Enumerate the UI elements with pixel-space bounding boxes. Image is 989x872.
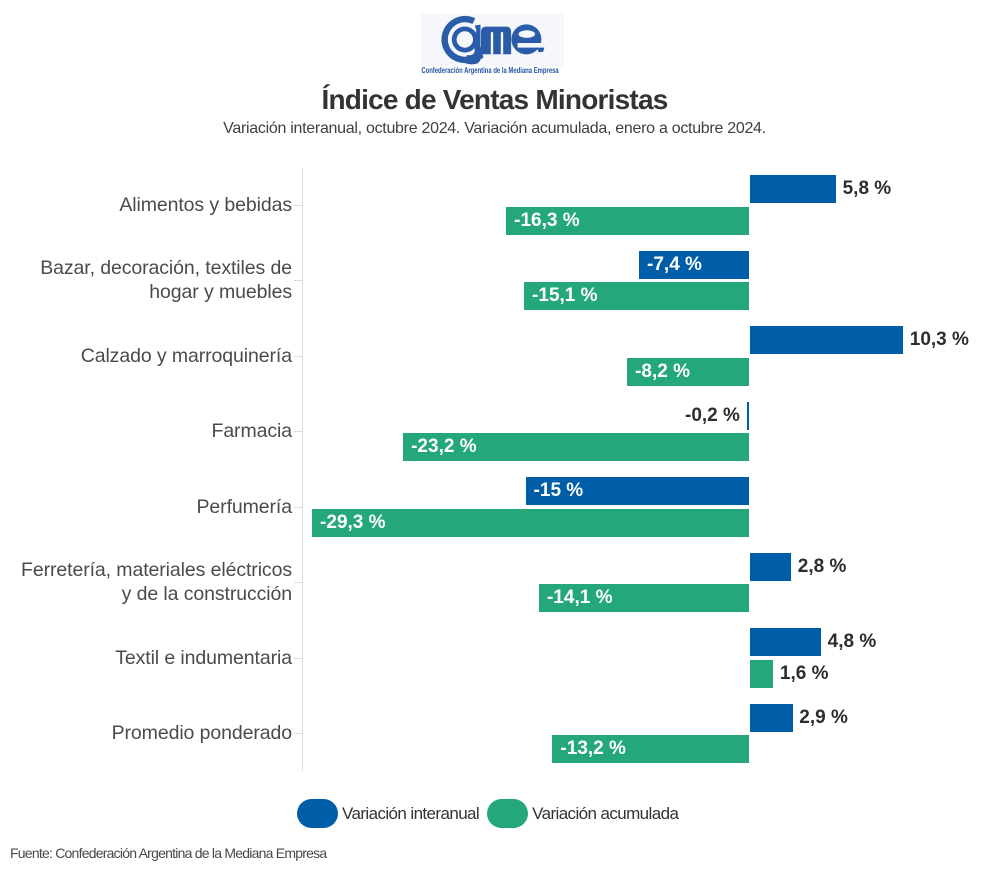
legend-swatch	[487, 799, 529, 828]
category-label: Perfumería	[196, 495, 293, 518]
bar-interanual	[639, 250, 750, 279]
y-axis-line	[301, 168, 303, 771]
chart-title: Índice de Ventas Minoristas	[321, 84, 668, 115]
value-label: -0,2 %	[685, 404, 740, 426]
value-label: -15,1 %	[532, 285, 598, 306]
bar-acumulada	[524, 282, 750, 310]
legend-label: Variación interanual	[342, 803, 480, 823]
value-label: -14,1 %	[546, 587, 613, 608]
bar-interanual	[749, 628, 822, 656]
bar-acumulada	[749, 659, 774, 688]
bar-acumulada	[552, 735, 750, 763]
value-label: -23,2 %	[411, 436, 477, 457]
value-label: 2,8 %	[797, 555, 847, 577]
bar-interanual	[749, 703, 793, 732]
axis-tick	[293, 204, 302, 206]
category-label: Promedio ponderado	[111, 722, 292, 744]
value-label: -13,2 %	[560, 738, 626, 759]
category-label: Ferretería, materiales eléctricos y de la…	[21, 558, 292, 606]
logo-caption: Confederación Argentina de la Mediana Em…	[420, 66, 559, 75]
bar-acumulada	[538, 584, 750, 612]
axis-tick	[293, 280, 302, 282]
value-label: -16,3 %	[514, 209, 580, 231]
legend: Variación interanual Variación acumulada	[297, 799, 679, 828]
axis-tick	[293, 733, 302, 735]
axis-tick	[293, 657, 302, 659]
value-label: 4,8 %	[827, 631, 877, 652]
bar-acumulada	[627, 357, 750, 386]
bar-interanual	[525, 477, 750, 505]
value-label: -15 %	[533, 480, 584, 501]
came-logo	[421, 14, 564, 66]
category-label: Textil e indumentaria	[115, 646, 292, 669]
category-label: Calzado y marroquinería	[80, 344, 292, 367]
value-label: 2,9 %	[799, 706, 848, 728]
bar-interanual	[749, 175, 837, 203]
category-label: Bazar, decoración, textiles de hogar y mu…	[40, 256, 292, 304]
bar-interanual	[749, 552, 792, 581]
axis-tick	[293, 431, 302, 433]
axis-tick	[293, 506, 302, 508]
came-logo-mark	[441, 15, 546, 65]
legend-item-acumulada: Variación acumulada	[487, 799, 679, 828]
axis-tick	[293, 582, 302, 584]
category-label: Farmacia	[211, 420, 293, 442]
legend-swatch	[297, 799, 338, 828]
axis-tick	[293, 355, 302, 357]
value-label: 10,3 %	[909, 329, 969, 350]
chart-subtitle: Variación interanual, octubre 2024. Vari…	[223, 120, 766, 137]
value-label: 5,8 %	[842, 178, 892, 199]
category-label: Alimentos y bebidas	[119, 193, 292, 216]
legend-item-interanual: Variación interanual	[297, 799, 480, 828]
bar-interanual	[746, 401, 750, 430]
legend-label: Variación acumulada	[532, 803, 679, 823]
tail-notch	[478, 58, 485, 65]
source-note: Fuente: Confederación Argentina de la Me…	[10, 845, 327, 861]
bar-acumulada	[506, 206, 750, 235]
value-label: -29,3 %	[320, 511, 386, 533]
bar-interanual	[749, 326, 904, 354]
value-label: -8,2 %	[635, 360, 690, 382]
value-label: -7,4 %	[647, 253, 702, 275]
value-label: 1,6 %	[779, 662, 829, 684]
bar-acumulada	[403, 433, 750, 461]
bar-acumulada	[312, 508, 750, 537]
